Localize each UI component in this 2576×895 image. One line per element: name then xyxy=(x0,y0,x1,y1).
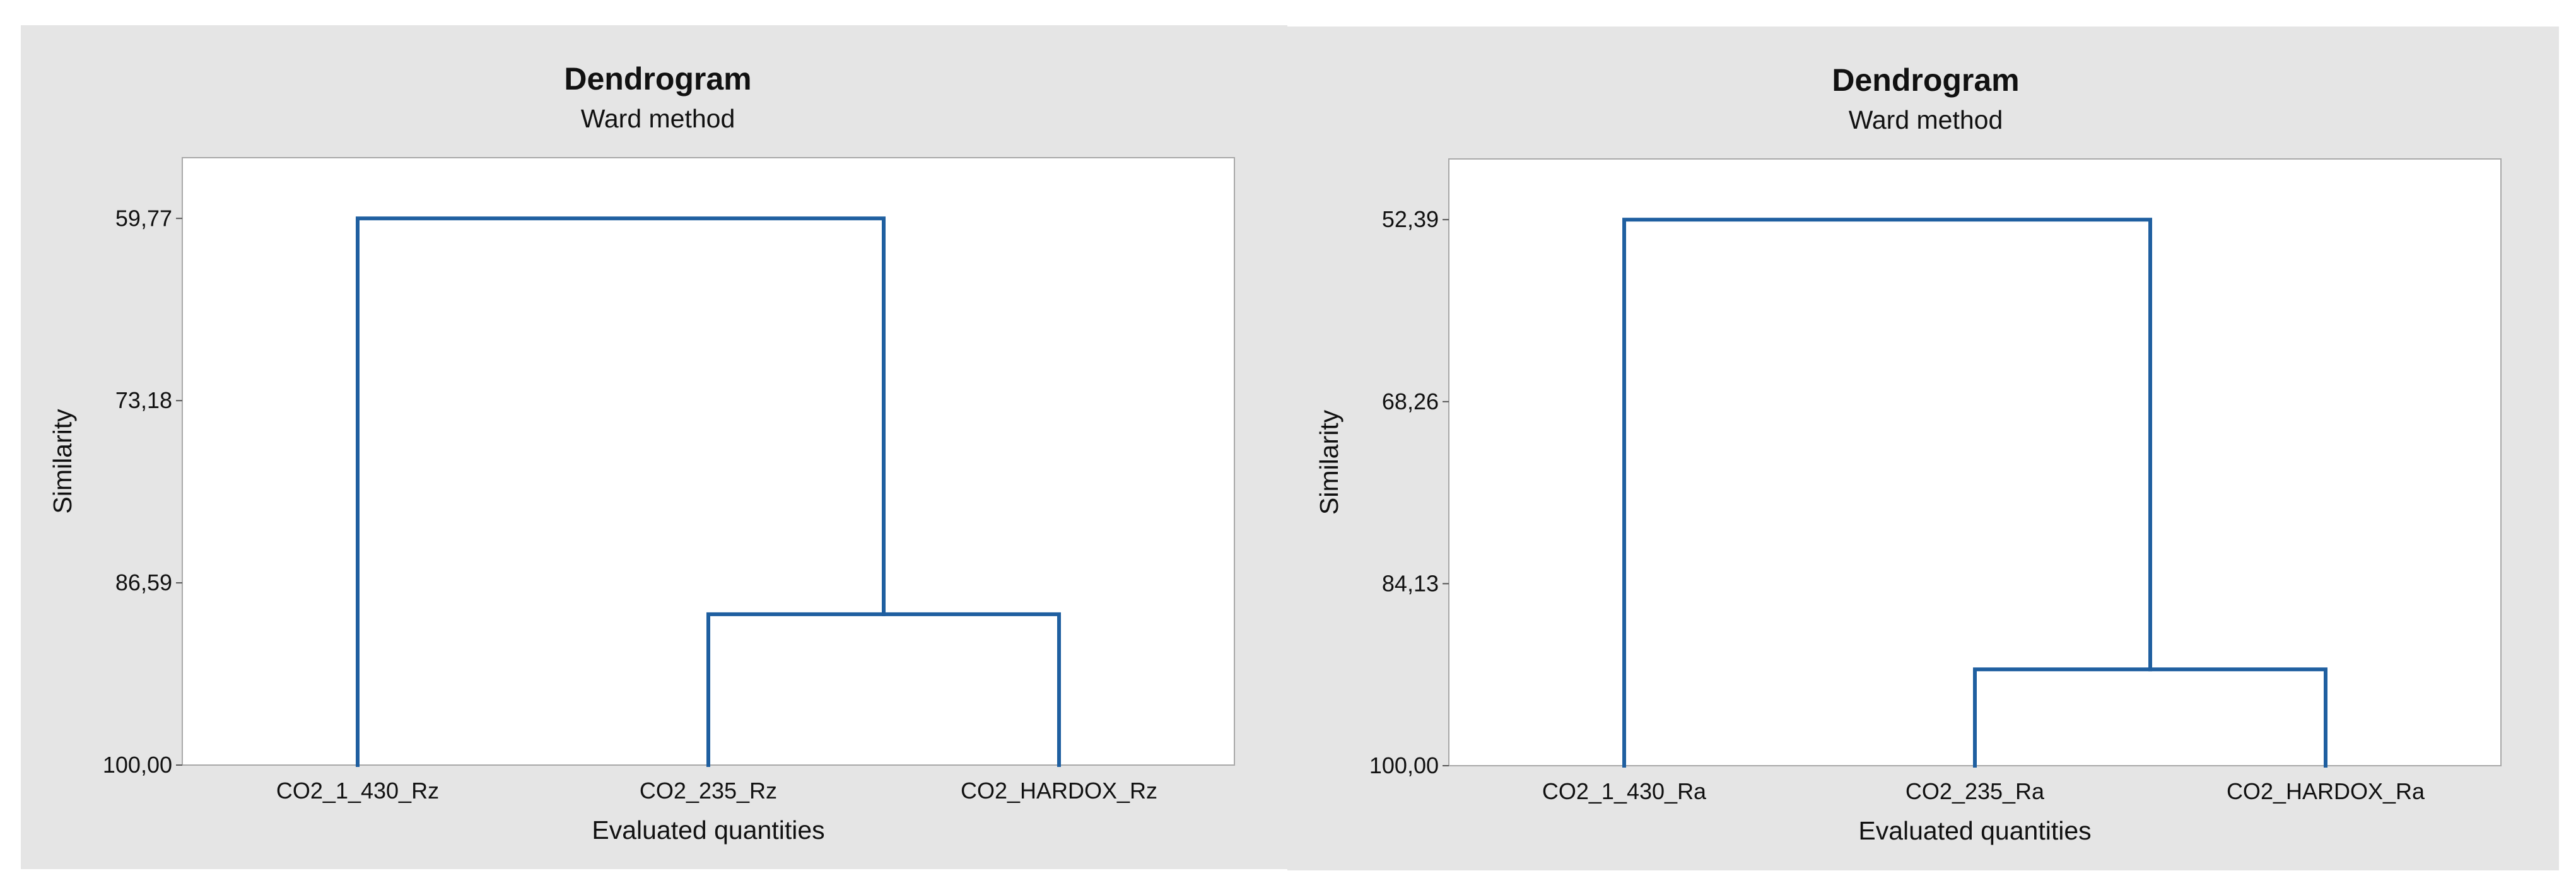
y-tick-label: 73,18 xyxy=(115,387,172,413)
x-tick-label: CO2_1_430_Ra xyxy=(1542,778,1707,804)
y-tick-label: 100,00 xyxy=(1369,752,1439,778)
chart-subtitle: Ward method xyxy=(1849,105,2003,134)
dendrogram-panel-right: Dendrogram Ward method 52,39 68,26 84,13 100,… xyxy=(1287,26,2559,870)
x-tick-label: CO2_235_Rz xyxy=(640,778,777,804)
x-axis-label: Evaluated quantities xyxy=(1858,816,2091,845)
y-tick-label: 68,26 xyxy=(1382,389,1439,414)
y-tick-label: 52,39 xyxy=(1382,206,1439,232)
chart-title: Dendrogram xyxy=(1832,62,2019,98)
x-tick-label: CO2_HARDOX_Ra xyxy=(2227,778,2425,804)
dendrogram-panel-left: Dendrogram Ward method 59,77 73,18 86,59 100,… xyxy=(21,25,1287,869)
y-axis-label: Similarity xyxy=(48,409,77,514)
x-tick-label: CO2_1_430_Rz xyxy=(276,778,439,804)
dendrogram-link xyxy=(356,216,886,767)
y-axis-label: Similarity xyxy=(1314,409,1344,515)
y-tick-label: 86,59 xyxy=(115,570,172,595)
chart-subtitle: Ward method xyxy=(581,104,735,133)
x-tick-label: CO2_235_Ra xyxy=(1906,778,2045,804)
y-tick-label: 84,13 xyxy=(1382,570,1439,596)
dendrogram-left-svg: Dendrogram Ward method 59,77 73,18 86,59 100,… xyxy=(48,61,1235,845)
dendrogram-link xyxy=(1622,218,2152,768)
x-tick-label: CO2_HARDOX_Rz xyxy=(961,778,1157,804)
x-axis-label: Evaluated quantities xyxy=(592,816,824,845)
y-tick-label: 59,77 xyxy=(115,205,172,231)
chart-title: Dendrogram xyxy=(564,61,751,97)
dendrogram-right-svg: Dendrogram Ward method 52,39 68,26 84,13 100,… xyxy=(1314,62,2502,845)
y-tick-label: 100,00 xyxy=(103,752,172,778)
